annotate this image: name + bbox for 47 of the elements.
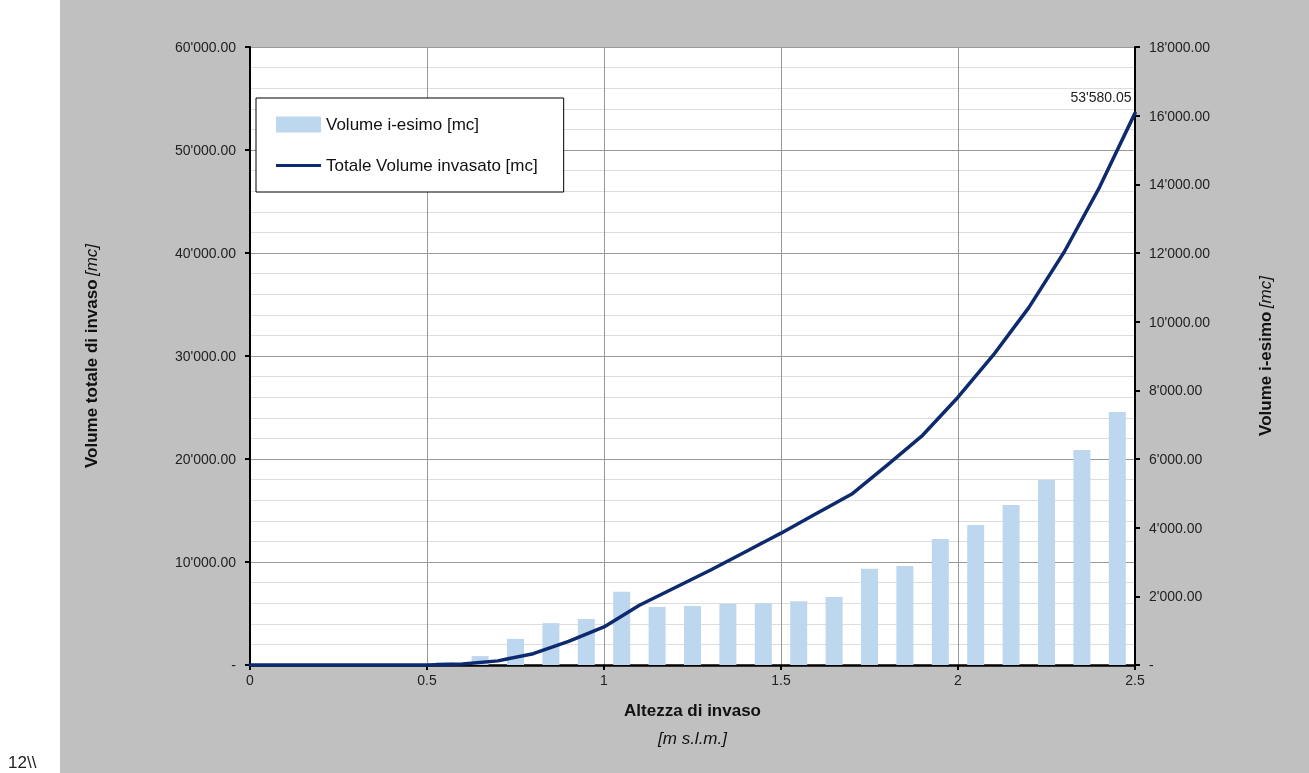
y-tick-label: 50'000.00: [174, 142, 237, 158]
y-tick-label: 40'000.00: [174, 245, 237, 261]
y2-tick-label: 14'000.00: [1149, 176, 1211, 193]
bar: [790, 601, 808, 665]
x-tick-label: 1: [600, 672, 609, 688]
bar: [825, 597, 843, 665]
y2-tick-label: 10'000.00: [1149, 313, 1211, 330]
x-tick-label: 1.5: [771, 672, 791, 688]
y2-tick-label: 8'000.00: [1149, 382, 1203, 399]
y-axis-title: Volume totale di invaso [mc]: [82, 242, 101, 469]
y2-axis-title: Volume i-esimo [mc]: [1256, 274, 1275, 436]
bar: [1038, 479, 1055, 665]
bar: [719, 603, 737, 665]
y2-tick-label: -: [1149, 657, 1154, 673]
x-axis-title: Altezza di invaso [m s.l.m.]: [624, 700, 761, 748]
bar: [684, 605, 701, 665]
bar: [967, 524, 985, 665]
y2-tick-label: 16'000.00: [1149, 107, 1211, 124]
y2-tick-label: 4'000.00: [1149, 519, 1203, 536]
y-tick-label: 10'000.00: [174, 554, 237, 570]
legend-label: Volume i-esimo [mc]: [326, 115, 480, 134]
x-tick-label: 0.5: [417, 672, 437, 688]
text: 12\\: [8, 753, 37, 772]
y2-tick-label: 12'000.00: [1149, 245, 1211, 261]
y2-tick-label: 2'000.00: [1149, 588, 1203, 605]
bar: [577, 618, 595, 665]
y2-tick-label: 18'000.00: [1149, 39, 1211, 55]
bar: [1108, 411, 1126, 665]
bar: [1002, 505, 1020, 665]
bar: [1073, 450, 1091, 665]
y-tick-label: -: [231, 657, 237, 673]
x-tick-label: 2.5: [1125, 672, 1145, 688]
y-tick-label: 30'000.00: [174, 348, 237, 364]
x-tick-label: 2: [954, 672, 963, 688]
y-tick-label: 20'000.00: [174, 451, 237, 467]
bar: [931, 539, 949, 665]
legend-label: Totale Volume invasato [mc]: [326, 156, 538, 175]
bar: [613, 591, 631, 665]
bar: [542, 623, 560, 665]
data-label: 53'580.05: [1070, 89, 1132, 106]
y-tick-label: 60'000.00: [174, 39, 237, 55]
x-tick-label: 0: [246, 672, 255, 688]
bar: [754, 603, 772, 665]
bar: [896, 566, 914, 665]
bar: [861, 568, 878, 665]
y2-tick-label: 6'000.00: [1149, 451, 1203, 467]
bar: [648, 606, 666, 665]
